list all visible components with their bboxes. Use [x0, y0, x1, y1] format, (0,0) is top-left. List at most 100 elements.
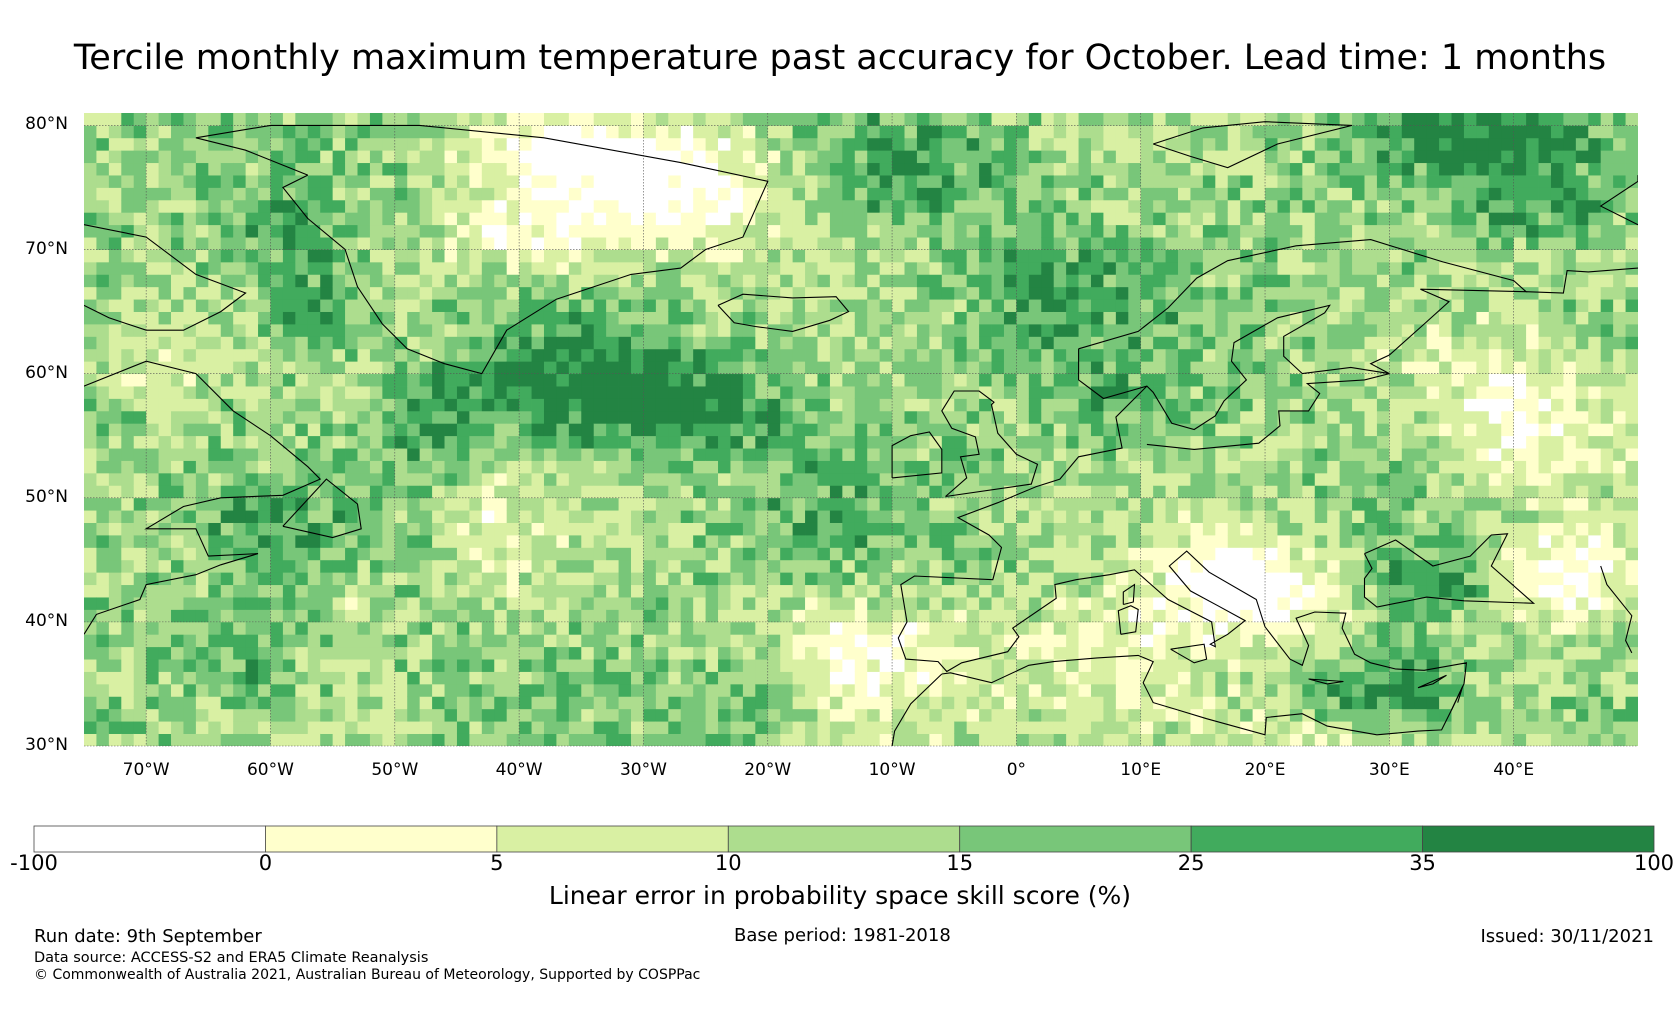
- skill-cell: [96, 361, 110, 375]
- skill-cell: [121, 348, 135, 362]
- skill-cell: [133, 162, 147, 176]
- skill-cell: [282, 572, 296, 586]
- skill-cell: [295, 708, 309, 722]
- skill-cell: [84, 671, 97, 685]
- skill-cell: [158, 671, 172, 685]
- skill-cell: [220, 435, 234, 449]
- skill-cell: [146, 348, 159, 362]
- skill-cell: [108, 671, 122, 685]
- skill-cell: [270, 113, 284, 126]
- skill-cell: [158, 299, 172, 312]
- skill-cell: [258, 659, 271, 672]
- skill-cell: [121, 286, 135, 300]
- skill-cell: [220, 522, 234, 536]
- skill-cell: [133, 113, 147, 126]
- skill-cell: [146, 199, 159, 213]
- skill-cell: [295, 547, 309, 561]
- skill-cell: [133, 522, 147, 536]
- skill-cell: [183, 175, 197, 188]
- skill-cell: [133, 733, 147, 746]
- skill-cell: [220, 597, 234, 610]
- skill-cell: [146, 448, 159, 461]
- skill-cell: [121, 621, 135, 635]
- skill-cell: [84, 659, 97, 672]
- skill-cell: [233, 348, 247, 362]
- skill-cell: [258, 361, 271, 375]
- skill-cell: [183, 448, 197, 461]
- skill-cell: [96, 410, 110, 424]
- skill-cell: [158, 609, 172, 623]
- skill-cell: [108, 584, 122, 598]
- skill-cell: [295, 435, 309, 449]
- skill-cell: [270, 150, 284, 164]
- skill-cell: [183, 659, 197, 672]
- skill-cell: [84, 535, 97, 548]
- skill-cell: [258, 584, 271, 598]
- skill-cell: [146, 472, 159, 486]
- skill-cell: [195, 559, 209, 573]
- skill-cell: [208, 659, 222, 672]
- skill-cell: [258, 547, 271, 561]
- skill-cell: [158, 535, 172, 548]
- skill-cell: [282, 125, 296, 139]
- skill-cell: [220, 224, 234, 238]
- skill-cell: [84, 485, 97, 499]
- skill-cell: [171, 224, 184, 238]
- skill-cell: [270, 261, 284, 275]
- skill-cell: [84, 435, 97, 449]
- skill-cell: [233, 448, 247, 461]
- skill-cell: [108, 659, 122, 672]
- skill-cell: [220, 460, 234, 474]
- skill-cell: [245, 286, 259, 300]
- skill-cell: [84, 324, 97, 337]
- skill-cell: [171, 559, 184, 573]
- skill-cell: [84, 187, 97, 201]
- skill-cell: [133, 237, 147, 250]
- skill-cell: [96, 460, 110, 474]
- skill-cell: [233, 162, 247, 176]
- skill-cell: [146, 659, 159, 672]
- skill-cell: [195, 175, 209, 188]
- skill-cell: [208, 423, 222, 437]
- skill-cell: [146, 597, 159, 610]
- skill-cell: [220, 485, 234, 499]
- skill-cell: [245, 522, 259, 536]
- skill-cell: [208, 336, 222, 350]
- skill-cell: [146, 311, 159, 325]
- skill-cell: [146, 410, 159, 424]
- skill-cell: [146, 398, 159, 412]
- skill-cell: [121, 671, 135, 685]
- skill-cell: [295, 559, 309, 573]
- skill-cell: [233, 410, 247, 424]
- skill-cell: [133, 683, 147, 697]
- skill-cell: [133, 708, 147, 722]
- skill-cell: [282, 299, 296, 312]
- skill-cell: [282, 212, 296, 226]
- skill-field: [84, 113, 1638, 746]
- skill-cell: [282, 150, 296, 164]
- skill-cell: [258, 510, 271, 523]
- skill-cell: [195, 659, 209, 672]
- skill-cell: [195, 410, 209, 424]
- skill-cell: [195, 423, 209, 437]
- skill-cell: [245, 398, 259, 412]
- skill-cell: [96, 150, 110, 164]
- skill-cell: [282, 448, 296, 461]
- skill-cell: [245, 485, 259, 499]
- skill-cell: [171, 162, 184, 176]
- skill-cell: [258, 373, 271, 387]
- skill-cell: [96, 646, 110, 660]
- skill-cell: [133, 460, 147, 474]
- skill-cell: [171, 336, 184, 350]
- skill-cell: [233, 535, 247, 548]
- skill-cell: [295, 696, 309, 710]
- skill-cell: [171, 187, 184, 201]
- skill-cell: [84, 373, 97, 387]
- skill-cell: [96, 249, 110, 263]
- skill-cell: [84, 274, 97, 288]
- skill-cell: [146, 286, 159, 300]
- skill-cell: [183, 671, 197, 685]
- skill-cell: [233, 522, 247, 536]
- skill-cell: [282, 199, 296, 213]
